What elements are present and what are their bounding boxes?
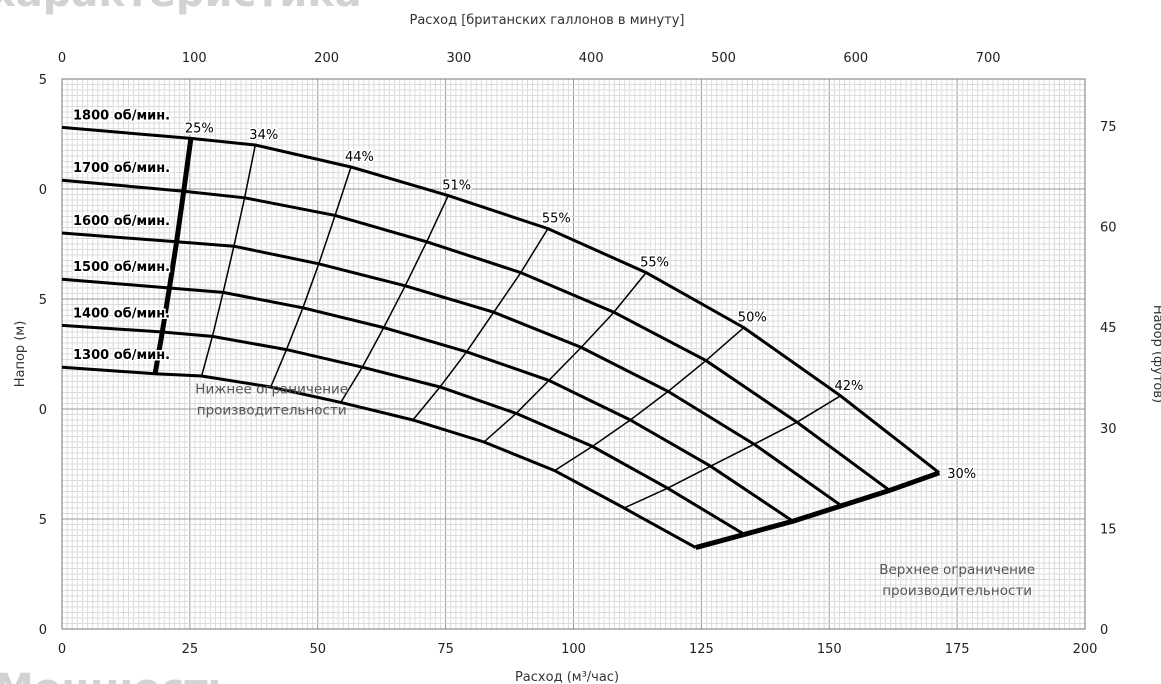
efficiency-label: 50%	[738, 311, 767, 326]
efficiency-label: 30%	[947, 467, 976, 482]
x-tick-label: 0	[58, 642, 66, 657]
x-top-tick-label: 200	[314, 51, 339, 66]
limit-annotation: производительности	[197, 403, 347, 419]
title-fragment-top: характеристика	[0, 0, 362, 16]
series-layer: 1800 об/мин. 1700 об/мин. 1600 об/мин. 1500…	[61, 107, 978, 551]
limit-annotation: Нижнее ограничение	[195, 382, 348, 398]
x-tick-label: 25	[182, 642, 199, 657]
y-right-tick-label: 60	[1100, 221, 1117, 236]
efficiency-line	[483, 272, 647, 443]
y-right-tick-label: 30	[1100, 422, 1117, 437]
x-tick-label: 100	[561, 642, 586, 657]
rpm-curve	[61, 277, 794, 523]
title-fragment-bottom: Мощность	[0, 666, 233, 684]
operating-limit-line	[695, 470, 941, 551]
y-right-tick-label: 15	[1100, 522, 1117, 537]
x-axis-top-title: Расход [британских галлонов в минуту]	[409, 13, 684, 28]
efficiency-label: 25%	[185, 121, 214, 136]
y-right-tick-label: 45	[1100, 321, 1117, 336]
efficiency-line	[554, 327, 745, 472]
x-tick-label: 175	[945, 642, 970, 657]
efficiency-label: 34%	[249, 128, 278, 143]
rpm-label: 1500 об/мин.	[73, 260, 170, 275]
y-axis-title: Напор (м)	[13, 321, 28, 388]
y-tick-label: 0	[39, 403, 47, 418]
y-right-tick-label: 0	[1100, 623, 1108, 638]
efficiency-line	[270, 166, 352, 388]
efficiency-line	[412, 228, 549, 421]
rpm-curve	[61, 231, 843, 508]
efficiency-line	[200, 144, 257, 377]
rpm-curve	[61, 323, 746, 536]
x-axis-title: Расход (м³/час)	[515, 670, 619, 684]
efficiency-label: 42%	[835, 379, 864, 394]
rpm-curve	[61, 178, 891, 492]
efficiency-label: 55%	[640, 256, 669, 271]
y-right-tick-label: 75	[1100, 120, 1117, 135]
rpm-curve	[61, 125, 941, 474]
operating-limit-line	[152, 138, 194, 375]
x-tick-label: 150	[817, 642, 842, 657]
x-top-tick-label: 0	[58, 51, 66, 66]
x-top-tick-label: 300	[446, 51, 471, 66]
limit-annotation: производительности	[882, 583, 1032, 599]
y-tick-label: 0	[39, 623, 47, 638]
efficiency-line	[623, 395, 841, 509]
x-top-tick-label: 400	[579, 51, 604, 66]
x-top-tick-label: 500	[711, 51, 736, 66]
grid	[62, 79, 1085, 629]
x-tick-label: 50	[309, 642, 326, 657]
efficiency-label: 55%	[542, 212, 571, 227]
y-tick-label: 0	[39, 183, 47, 198]
efficiency-label: 44%	[345, 150, 374, 165]
rpm-label: 1600 об/мин.	[73, 214, 170, 229]
x-top-tick-label: 700	[976, 51, 1001, 66]
annotations-layer: Нижнее ограничение производительности Верх…	[195, 382, 1035, 599]
plot-frame	[61, 78, 1086, 630]
efficiency-line	[340, 195, 449, 403]
x-tick-label: 125	[689, 642, 714, 657]
x-tick-label: 200	[1073, 642, 1098, 657]
y-tick-label: 5	[39, 73, 47, 88]
rpm-label: 1300 об/мин.	[73, 348, 170, 363]
y-tick-label: 5	[39, 293, 47, 308]
efficiency-label: 51%	[442, 179, 471, 194]
y-axis-right-title: Набор (футов)	[1150, 305, 1161, 403]
rpm-label: 1400 об/мин.	[73, 306, 170, 321]
rpm-label: 1800 об/мин.	[73, 108, 170, 123]
x-top-tick-label: 100	[182, 51, 207, 66]
limit-annotation: Верхнее ограничение	[879, 562, 1035, 578]
rpm-label: 1700 об/мин.	[73, 161, 170, 176]
rpm-curve	[61, 365, 697, 549]
x-tick-label: 75	[437, 642, 454, 657]
x-top-tick-label: 600	[843, 51, 868, 66]
y-tick-label: 5	[39, 513, 47, 528]
